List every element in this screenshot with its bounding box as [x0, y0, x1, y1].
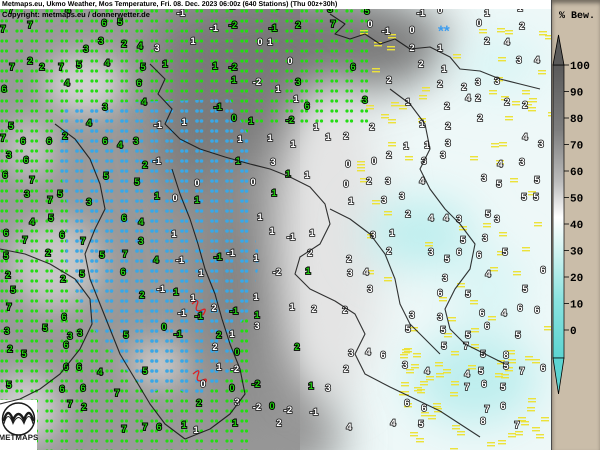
svg-text:100: 100 — [570, 61, 590, 73]
svg-text:80: 80 — [570, 114, 583, 126]
svg-text:20: 20 — [570, 273, 583, 285]
svg-text:50: 50 — [570, 194, 583, 206]
svg-text:30: 30 — [570, 247, 583, 259]
svg-text:60: 60 — [570, 167, 583, 179]
svg-text:10: 10 — [570, 300, 583, 312]
svg-text:70: 70 — [570, 141, 583, 153]
svg-text:90: 90 — [570, 88, 583, 100]
svg-text:40: 40 — [570, 220, 583, 232]
svg-text:0: 0 — [570, 326, 577, 338]
